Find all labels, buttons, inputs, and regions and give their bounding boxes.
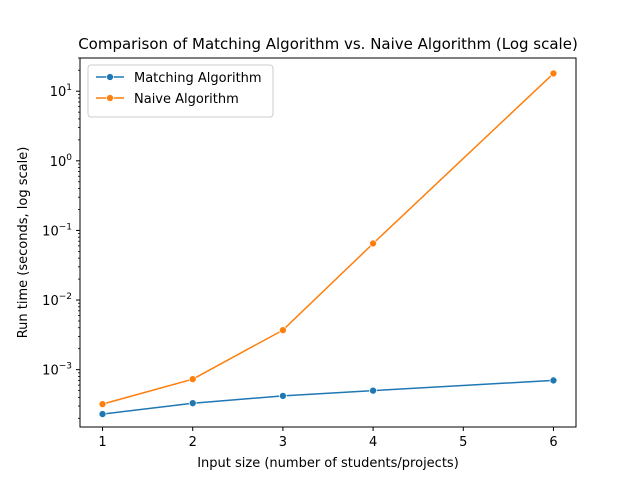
y-tick-label: 10−3 [42, 362, 72, 379]
legend-swatch-marker [106, 94, 114, 102]
data-point-naive-algorithm [549, 69, 558, 78]
x-axis: 1 2 3 4 5 6 [98, 427, 558, 450]
x-tick-label: 3 [279, 435, 287, 450]
y-tick-label: 10−1 [42, 222, 72, 239]
legend: Matching Algorithm Naive Algorithm [87, 64, 274, 118]
y-tick-exponent: 0 [66, 153, 72, 163]
x-tick-label: 5 [459, 435, 467, 450]
data-point-matching-algorithm [279, 392, 287, 400]
y-tick-base: 10 [42, 294, 59, 309]
data-point-matching-algorithm [369, 386, 377, 395]
y-tick-label: 10−2 [42, 292, 72, 309]
y-tick-label: 101 [50, 83, 72, 100]
y-tick-base: 10 [42, 224, 59, 239]
data-point-naive-algorithm [369, 239, 377, 248]
y-tick-base: 10 [42, 364, 59, 379]
legend-label: Matching Algorithm [134, 71, 262, 86]
data-point-naive-algorithm [98, 400, 107, 408]
y-tick-exponent: −2 [59, 292, 72, 302]
x-axis-title: Input size (number of students/projects) [197, 456, 459, 471]
legend-swatch-marker [106, 73, 114, 81]
plot-area [98, 69, 558, 418]
legend-box [87, 64, 274, 118]
y-tick-exponent: 1 [66, 83, 72, 93]
data-point-matching-algorithm [98, 410, 107, 418]
y-tick-base: 10 [50, 85, 67, 100]
series-line-naive-algorithm [102, 72, 555, 405]
x-tick-label: 4 [369, 435, 377, 450]
x-tick-label: 1 [98, 435, 106, 450]
plot-frame [79, 57, 577, 428]
data-point-matching-algorithm [549, 376, 558, 385]
y-tick-exponent: −3 [59, 362, 72, 372]
legend-label: Naive Algorithm [134, 92, 239, 107]
y-tick-exponent: −1 [59, 222, 72, 232]
data-point-naive-algorithm [188, 375, 197, 384]
data-point-naive-algorithm [279, 326, 287, 334]
y-axis-title: Run time (seconds, log scale) [16, 147, 31, 339]
chart-title: Comparison of Matching Algorithm vs. Nai… [78, 35, 578, 53]
y-tick-base: 10 [50, 155, 67, 170]
y-tick-label: 100 [50, 153, 73, 170]
data-point-matching-algorithm [188, 399, 197, 408]
x-tick-label: 6 [549, 435, 557, 450]
x-tick-label: 2 [189, 435, 197, 450]
